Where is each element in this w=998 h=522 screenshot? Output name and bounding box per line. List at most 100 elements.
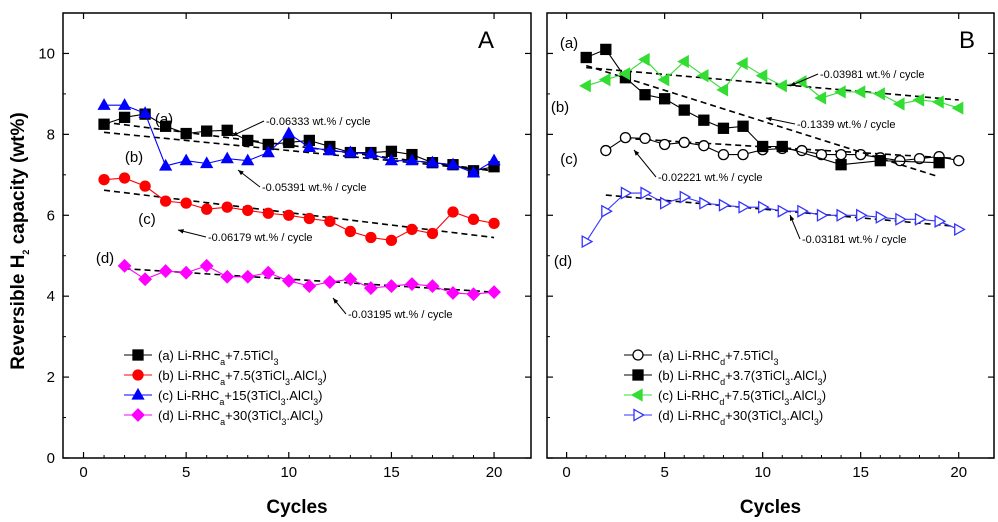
data-point [835,148,847,161]
data-point [657,73,670,87]
data-point [797,204,809,218]
data-point [302,279,317,293]
data-point [221,124,233,136]
data-point [679,190,692,204]
annotation-arrowhead [790,81,796,86]
data-point [814,91,827,105]
data-point [200,156,214,169]
series-2: (c) (c) Li-RHCd+7.5(3TiCl3.AlCl3) [560,52,964,407]
annotation-arrowhead [333,298,339,304]
data-point [913,152,926,165]
legend-label: (b) Li-RHCd+3.7(3TiCl3.AlCl3) [658,368,827,387]
slope-annotation: -0.03981 wt.% / cycle [789,69,925,87]
data-point [620,186,633,200]
data-point [405,277,419,291]
x-tick-label: 5 [182,464,190,481]
data-point [659,196,672,210]
data-point [487,285,501,300]
slope-annotation-text: -0.06333 wt.% / cycle [266,116,371,128]
slope-annotation: -0.06333 wt.% / cycle [231,116,371,137]
data-point [758,200,770,214]
data-point [698,140,710,152]
data-point [138,106,152,118]
x-tick-label: 0 [562,464,570,481]
data-point [363,281,378,296]
data-point [487,153,501,166]
data-point [283,209,295,221]
data-point [179,265,194,280]
data-point [180,197,192,209]
data-point [600,144,612,157]
y-tick-label: 0 [47,450,55,467]
y-tick-label: 4 [47,288,55,305]
data-point [639,132,651,145]
series-1: (b) (b) Li-RHCa+7.5(3TiCl3.AlCl3) [98,149,500,387]
series-3: (d) (d) Li-RHCd+30(3TiCl3.AlCl3) [554,186,966,427]
data-point [914,212,927,226]
legend-marker [632,349,644,361]
data-point [835,159,847,171]
slope-annotation-text: -0.03181 wt.% / cycle [802,234,907,246]
data-point [598,73,611,87]
legend-label: (c) Li-RHCd+7.5(3TiCl3.AlCl3) [658,388,826,407]
data-point [384,153,399,166]
data-point [446,157,460,170]
data-point [717,122,730,134]
data-point [696,69,709,83]
x-tick-label: 10 [280,464,297,481]
data-point [816,208,829,222]
legend-label: (a) Li-RHCd+7.5TiCl3 [658,348,778,367]
data-point [951,101,964,115]
curve-label: (d) [554,253,572,270]
data-point [677,54,689,69]
annotation-arrowhead [789,215,795,221]
data-point [637,52,650,67]
fit-line [585,64,940,178]
legend-label: (b) Li-RHCa+7.5(3TiCl3.AlCl3) [158,368,327,387]
data-point [619,131,632,144]
data-point [874,155,886,167]
data-point [467,213,480,225]
data-point [322,275,337,289]
data-point [384,279,399,293]
data-point [912,93,925,107]
data-point [323,143,337,156]
data-point [117,98,132,110]
data-point [775,79,787,93]
fit-line [625,137,959,160]
y-tick-label: 10 [38,45,55,62]
plot-frame [546,12,995,459]
data-point [159,195,172,207]
data-point [640,186,653,200]
legend-marker [132,349,144,361]
data-point [159,158,173,171]
data-point [716,83,729,97]
data-point [466,287,481,302]
series-2: (c) (c) Li-RHCa+15(3TiCl3.AlCl3) [97,98,501,407]
legend-marker [632,369,644,381]
data-point [118,111,131,124]
series-1: (b) (b) Li-RHCd+3.7(3TiCl3.AlCl3) [551,43,945,387]
data-point [139,180,151,192]
data-point [580,51,592,64]
curve-label: (b) [551,99,569,116]
data-point [240,269,255,284]
data-point [405,153,419,166]
data-point [678,104,690,116]
slope-annotation: -0.03181 wt.% / cycle [789,214,907,246]
data-point [737,148,749,161]
data-point [242,204,254,217]
data-point [953,155,965,167]
data-point [933,157,945,169]
data-point [735,56,748,71]
data-point [488,217,500,230]
y-axis-title: Reversible H2 capacity (wt%) [8,112,31,369]
legend-marker [131,408,145,422]
data-point [158,264,173,279]
curve-label: (d) [96,250,114,267]
data-point [426,227,439,240]
data-point [282,126,296,139]
annotation-arrowhead [178,229,184,234]
data-point [344,225,357,238]
